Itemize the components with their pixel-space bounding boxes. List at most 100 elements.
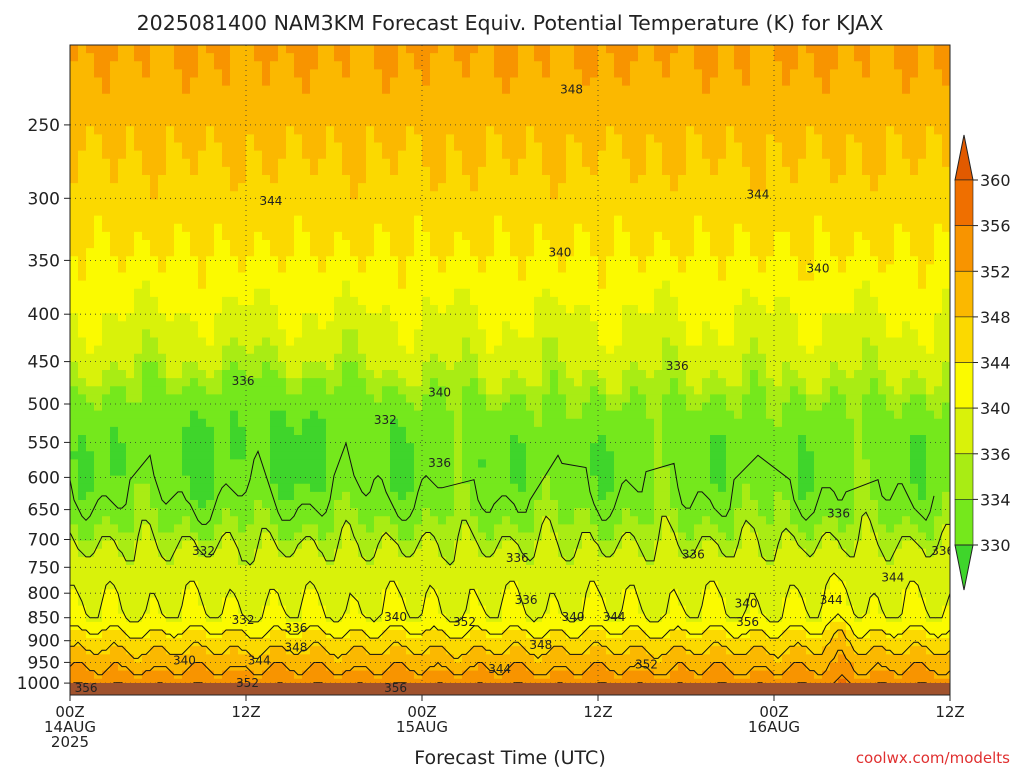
field-cell [134,581,143,590]
field-cell [526,321,535,330]
field-cell [398,394,407,404]
field-cell [502,459,511,469]
field-cell [406,175,415,184]
field-cell [430,142,439,152]
field-cell [118,402,127,412]
field-cell [366,597,375,607]
field-cell [326,231,335,241]
field-cell [398,646,407,655]
field-cell [182,199,191,209]
field-cell [302,370,311,379]
field-cell [158,508,167,517]
field-cell [486,565,495,574]
field-cell [462,110,471,119]
field-cell [414,345,423,355]
field-cell [246,126,255,135]
field-cell [206,500,215,509]
field-cell [94,215,103,225]
field-cell [430,134,439,144]
field-cell [430,61,439,70]
field-cell [126,175,135,184]
field-cell [142,508,151,517]
field-cell [446,142,455,152]
field-cell [526,459,535,469]
field-cell [438,426,447,436]
field-cell [334,142,343,152]
field-cell [286,605,295,615]
field-cell [342,118,351,127]
field-cell [94,548,103,558]
field-cell [518,53,527,62]
field-cell [526,280,535,290]
field-cell [78,61,87,70]
field-cell [118,638,127,647]
field-cell [502,183,511,192]
field-cell [286,589,295,599]
field-cell [190,45,199,54]
field-cell [134,524,143,534]
field-cell [446,662,455,672]
field-cell [398,540,407,550]
field-cell [286,548,295,558]
field-cell [494,183,503,192]
field-cell [366,630,375,639]
field-cell [278,418,287,428]
field-cell [158,223,167,233]
field-cell [206,223,215,233]
field-cell [518,435,527,444]
field-cell [462,638,471,647]
field-cell [190,589,199,599]
field-cell [478,670,487,680]
field-cell [302,345,311,355]
field-cell [462,500,471,509]
field-cell [118,183,127,192]
field-cell [502,134,511,144]
field-cell [182,191,191,200]
field-cell [182,670,191,680]
field-cell [126,540,135,550]
field-cell [302,508,311,517]
field-cell [230,378,239,387]
field-cell [542,272,551,282]
field-cell [294,215,303,225]
field-cell [222,199,231,209]
field-cell [310,264,319,274]
field-cell [230,313,239,322]
field-cell [510,158,519,168]
field-cell [494,605,503,615]
field-cell [174,248,183,257]
field-cell [126,565,135,574]
field-cell [302,670,311,680]
field-cell [558,605,567,615]
field-cell [86,77,95,87]
field-cell [390,662,399,672]
field-cell [438,613,447,623]
field-cell [158,556,167,566]
field-cell [206,361,215,371]
field-cell [246,556,255,566]
field-cell [118,532,127,542]
field-cell [222,500,231,509]
field-cell [302,264,311,274]
field-cell [526,45,535,54]
field-cell [294,597,303,607]
field-cell [270,581,279,590]
field-cell [510,491,519,501]
field-cell [406,183,415,192]
field-cell [342,589,351,599]
field-cell [526,394,535,404]
field-cell [126,183,135,192]
field-cell [478,410,487,420]
field-cell [270,394,279,404]
field-cell [126,240,135,249]
field-cell [342,305,351,314]
field-cell [326,45,335,54]
field-cell [230,256,239,265]
field-cell [166,597,175,607]
field-cell [374,630,383,639]
field-cell [422,459,431,469]
field-cell [126,53,135,62]
field-cell [230,500,239,509]
field-cell [302,313,311,322]
field-cell [526,353,535,363]
